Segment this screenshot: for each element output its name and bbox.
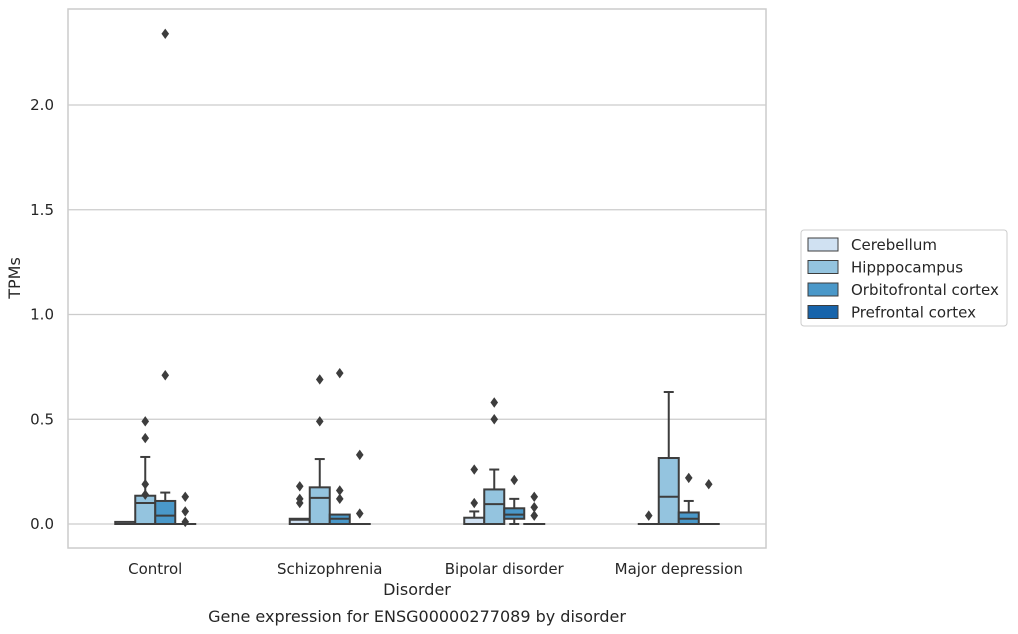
legend-label: Orbitofrontal cortex [851,281,999,299]
outlier-point [470,497,479,509]
box-series [114,28,720,528]
x-axis-label: Disorder [383,580,451,599]
box [328,367,351,526]
y-tick-label: 0.0 [30,515,54,533]
outlier-point [355,508,364,519]
box [134,416,157,525]
box [677,472,700,525]
outlier-point [181,491,190,502]
box [463,464,486,526]
y-tick-label: 1.0 [30,306,54,324]
x-tick-label: Major depression [615,560,743,578]
legend-swatch [807,282,839,297]
y-tick-label: 1.5 [30,201,54,219]
box [637,510,660,526]
box [697,478,720,526]
box-body [154,499,177,525]
legend-frame [800,229,1008,327]
box [114,520,137,526]
x-tick-label: Schizophrenia [277,560,382,578]
box-body [483,488,506,525]
legend: Cerebellum Hipppocampus Orbitofrontal cort… [800,229,1008,327]
outlier-point [335,367,344,379]
box [174,491,197,528]
outlier-point [141,478,150,490]
outlier-point [161,28,170,39]
plot-area-frame [67,8,767,549]
outlier-point [315,416,324,427]
outlier-point [510,474,519,486]
outlier-point [295,481,304,492]
box-body [503,507,526,520]
outlier-point [644,510,653,521]
legend-label: Hipppocampus [851,259,963,277]
outlier-point [335,485,344,496]
outlier-point [470,464,479,475]
box [308,374,331,525]
outlier-point [335,493,344,505]
outlier-point [315,374,324,385]
box-body [657,457,680,526]
outlier-point [295,493,304,505]
legend-swatch [807,305,839,319]
outlier-point [141,432,150,444]
box [154,28,177,525]
outlier-point [490,414,499,425]
x-tick-label: Bipolar disorder [445,560,565,578]
y-axis-label: TPMs [5,257,24,300]
box [503,474,526,525]
outlier-point [530,491,539,502]
box-body [134,494,157,525]
outlier-point [141,416,150,427]
outlier-point [355,449,364,461]
box [348,449,371,526]
box [523,491,546,526]
outlier-point [181,516,190,528]
y-tick-label: 2.0 [30,96,54,114]
chart-caption: Gene expression for ENSG00000277089 by d… [208,607,626,626]
x-tick-labels: Control Schizophrenia Bipolar disorder Majo… [128,560,743,578]
box [288,481,311,526]
outlier-point [141,489,150,500]
legend-swatch [807,260,839,274]
outlier-point [530,510,539,521]
y-tick-labels: 0.0 0.5 1.0 1.5 2.0 [30,96,54,533]
box-body [308,486,331,525]
legend-label: Cerebellum [851,236,937,254]
outlier-point [181,506,190,517]
outlier-point [704,478,713,490]
outlier-point [530,502,539,513]
outlier-point [161,370,170,381]
outlier-point [490,397,499,408]
outlier-point [684,472,693,484]
y-tick-label: 0.5 [30,410,54,428]
box [657,391,680,526]
box [483,397,506,525]
legend-swatch [807,237,839,252]
x-tick-label: Control [128,560,182,578]
legend-label: Prefrontal cortex [851,304,976,322]
